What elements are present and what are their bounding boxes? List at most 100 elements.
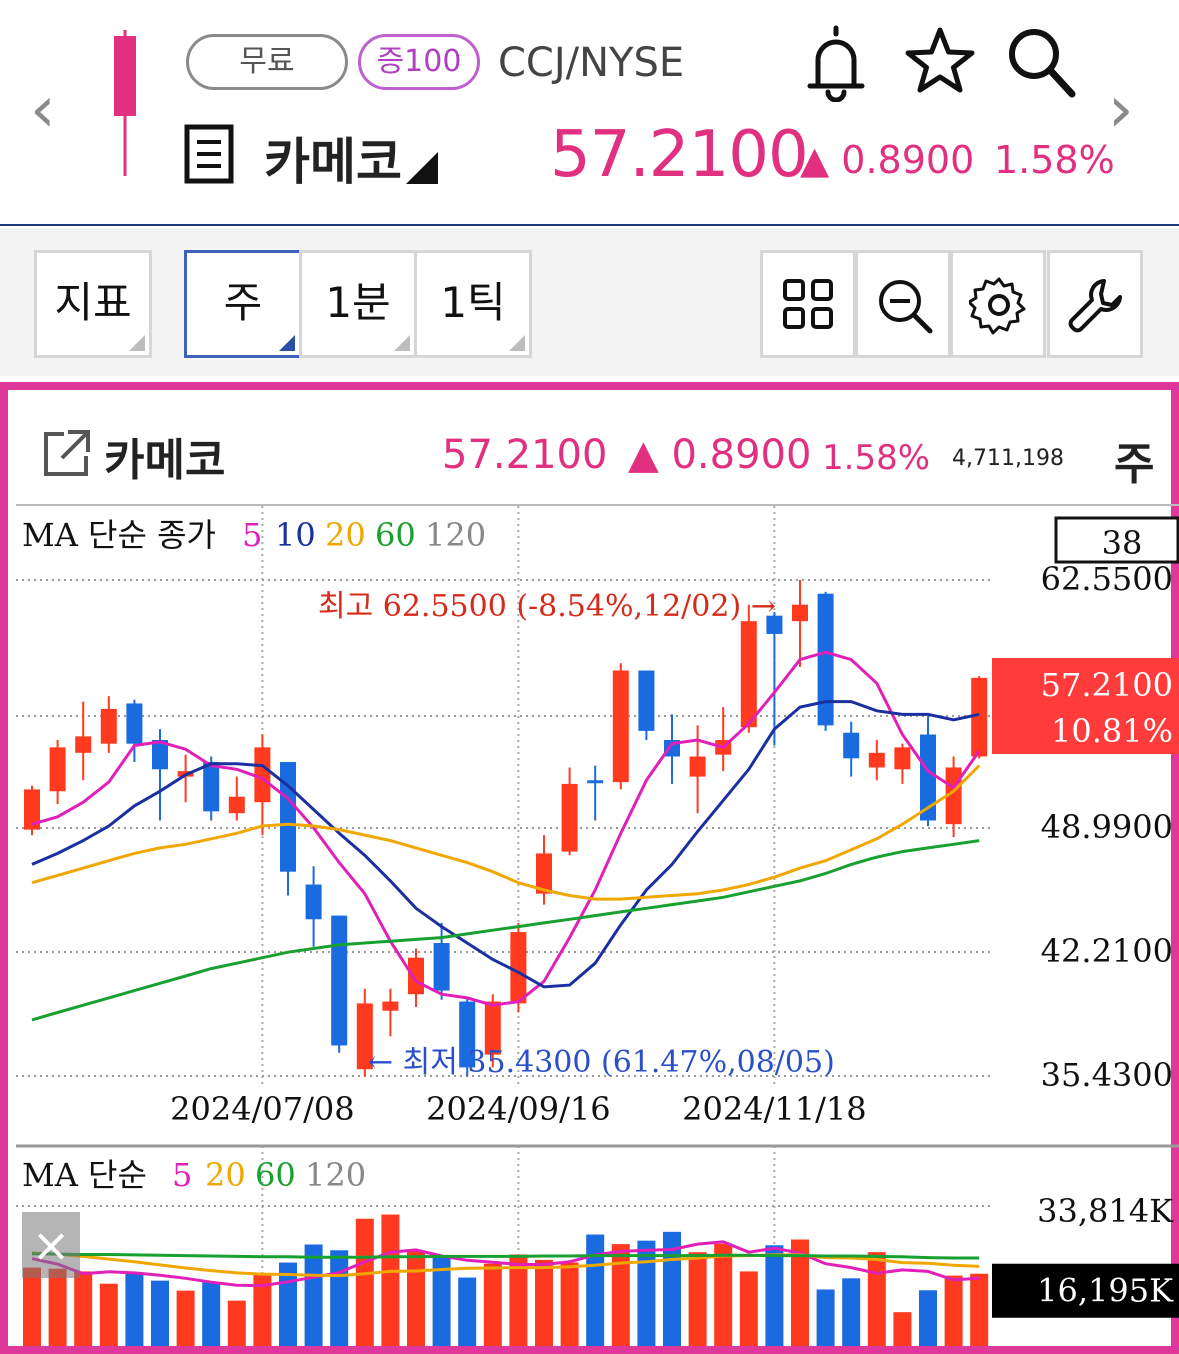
volume-bar: [688, 1252, 707, 1346]
volume-bar: [151, 1280, 169, 1346]
price-change: ▲ 0.8900: [800, 138, 975, 182]
price-legend-label: MA 단순 종가: [22, 516, 216, 554]
ma-line: [31, 700, 980, 989]
quote-header: ‹ 무료 증100 CCJ/NYSE › 카메코 57.2100 ▲ 0.890…: [0, 0, 1179, 226]
price-change-percent: 1.58%: [994, 138, 1115, 182]
document-icon[interactable]: [184, 124, 234, 184]
indicator-button[interactable]: 지표: [34, 250, 152, 358]
candle-body: [894, 747, 911, 770]
volume-bar: [458, 1277, 477, 1346]
volume-bar: [74, 1271, 93, 1346]
candle-body: [433, 943, 450, 991]
chart-price: 57.2100: [442, 432, 608, 478]
candle-body: [100, 708, 117, 744]
bell-icon[interactable]: [796, 22, 876, 102]
volume-bar: [944, 1275, 963, 1346]
layout-grid-button[interactable]: [760, 250, 856, 358]
period-1min-button[interactable]: 1분: [299, 250, 417, 358]
volume-bar: [893, 1312, 912, 1346]
current-price: 57.2100: [550, 118, 809, 192]
price-tick-label: 62.5500: [1041, 560, 1173, 598]
volume-bar: [816, 1289, 835, 1346]
candle-body: [638, 670, 655, 731]
volume-bar: [407, 1251, 425, 1346]
volume-bar: [176, 1290, 195, 1346]
period-1tick-button[interactable]: 1틱: [414, 250, 532, 358]
candle-body: [408, 957, 424, 995]
last-price-box: [992, 658, 1179, 754]
candle-body: [817, 593, 834, 726]
candle-body: [305, 884, 322, 920]
tools-button[interactable]: [1047, 250, 1143, 358]
candle-body: [49, 747, 66, 792]
price-legend-period: 120: [425, 516, 486, 554]
volume-bar: [23, 1267, 41, 1346]
stock-name[interactable]: 카메코: [264, 133, 402, 191]
candle-body: [510, 932, 527, 1004]
chart-period[interactable]: 주: [1114, 439, 1155, 490]
volume-bar: [842, 1278, 861, 1346]
chart-change-percent: 1.58%: [822, 438, 931, 478]
volume-bar: [48, 1268, 67, 1346]
volume-ma-line: [31, 1252, 980, 1260]
candle-body: [280, 761, 296, 872]
volume-bar: [304, 1244, 323, 1346]
volume-bar: [765, 1245, 784, 1346]
last-volume-box: [992, 1263, 1179, 1318]
volume-bar: [919, 1290, 937, 1346]
chart-stock-name: 카메코: [104, 435, 226, 486]
date-tick-label: 2024/07/08: [170, 1090, 354, 1128]
volume-tick-label: 33,814K: [1037, 1192, 1174, 1230]
candle-body: [203, 761, 220, 812]
candle-body: [587, 780, 604, 784]
date-tick-label: 2024/09/16: [426, 1090, 610, 1128]
volume-bar: [483, 1263, 502, 1346]
volume-bar: [535, 1259, 553, 1346]
volume-bar: [637, 1240, 656, 1346]
close-icon[interactable]: ×: [22, 1212, 80, 1278]
corner-triangle-icon: [394, 335, 410, 351]
price-legend-period: 20: [325, 516, 366, 554]
volume-bar: [432, 1257, 451, 1346]
volume-bar: [867, 1252, 886, 1346]
volume-bar: [253, 1274, 272, 1346]
candle-body: [331, 915, 348, 1046]
candle-body: [254, 747, 271, 803]
external-link-icon[interactable]: [42, 428, 92, 478]
candle-body: [228, 796, 245, 814]
candle-body: [792, 604, 808, 622]
search-icon[interactable]: [1000, 22, 1080, 102]
dropdown-triangle-icon[interactable]: [406, 152, 438, 184]
candle-body: [612, 670, 629, 783]
bars-count-badge: [1054, 516, 1179, 564]
zoom-out-button[interactable]: [855, 250, 951, 358]
price-tick-label: 48.9900: [1041, 808, 1173, 846]
candlestick-logo-icon: [114, 30, 136, 176]
volume-legend-period: 60: [255, 1156, 296, 1194]
corner-triangle-icon: [509, 335, 525, 351]
zoom-out-icon: [879, 280, 933, 334]
last-price-label: 57.2100: [1041, 666, 1173, 704]
grid-icon: [783, 279, 833, 329]
prev-stock-arrow-icon[interactable]: ‹: [30, 73, 56, 147]
volume-bar: [202, 1282, 221, 1346]
price-tick-label: 42.2100: [1041, 932, 1173, 970]
last-volume-label: 16,195K: [1037, 1272, 1174, 1310]
gear-icon: [969, 277, 1026, 335]
ticker-symbol: CCJ/NYSE: [498, 40, 685, 86]
chart-panel: 카메코 57.2100 ▲ 0.8900 1.58% 4,711,198 주 6…: [0, 382, 1179, 1354]
candle-body: [920, 734, 936, 821]
candle-body: [561, 783, 578, 852]
settings-button[interactable]: [950, 250, 1046, 358]
price-volume-chart[interactable]: 62.5500 48.9900 42.2100 35.4300 2024/07/08 20…: [16, 506, 1179, 1346]
star-icon[interactable]: [900, 22, 980, 102]
period-1min-label: 1분: [325, 278, 391, 327]
volume-bar: [509, 1254, 528, 1346]
volume-bar: [791, 1239, 809, 1346]
price-legend-period: 60: [375, 516, 416, 554]
free-badge: 무료: [186, 34, 348, 90]
high-annotation: 최고 62.5500 (-8.54%,12/02) →: [318, 589, 776, 624]
next-stock-arrow-icon[interactable]: ›: [1108, 73, 1134, 147]
period-week-button[interactable]: 주: [184, 250, 302, 358]
margin-grade-badge: 증100: [358, 34, 480, 90]
